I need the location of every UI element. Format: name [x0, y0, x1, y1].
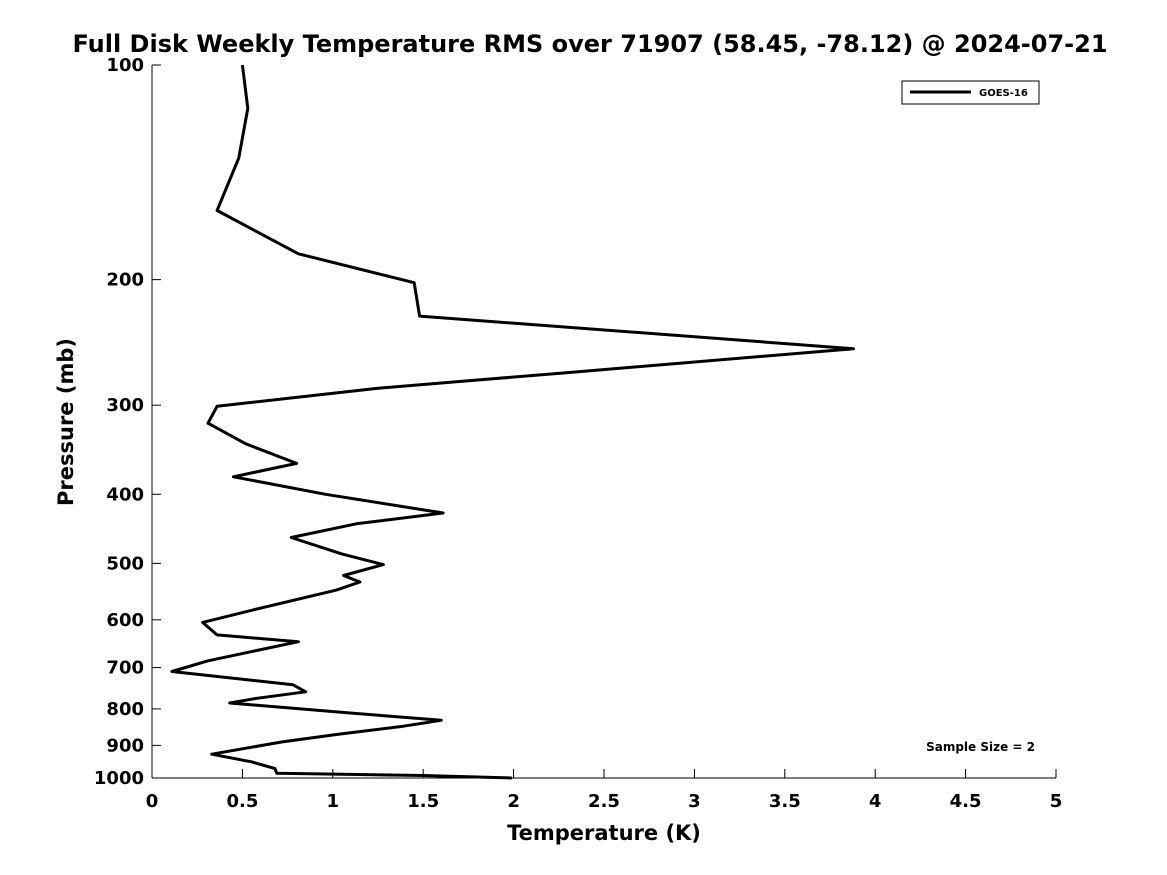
- y-tick-label: 200: [106, 270, 144, 291]
- x-tick-label: 0.5: [226, 791, 258, 812]
- y-tick-label: 800: [106, 699, 144, 720]
- x-tick-label: 2.5: [588, 791, 620, 812]
- chart-title: Full Disk Weekly Temperature RMS over 71…: [72, 30, 1107, 58]
- legend-label-goes-16: GOES-16: [979, 88, 1028, 99]
- y-tick-label: 300: [106, 395, 144, 416]
- legend: GOES-16: [901, 80, 1040, 105]
- y-axis-label: Pressure (mb): [54, 338, 78, 506]
- x-tick-label: 3.5: [769, 791, 801, 812]
- y-axis-ticks: 100 200 300 400 500 600 700 800 900 1000: [94, 55, 161, 789]
- x-axis-label: Temperature (K): [507, 821, 701, 845]
- x-tick-label: 3: [688, 791, 701, 812]
- x-tick-label: 1: [327, 791, 340, 812]
- x-tick-label: 2: [507, 791, 520, 812]
- y-tick-label: 600: [106, 610, 144, 631]
- y-tick-label: 400: [106, 484, 144, 505]
- axes-frame: [151, 65, 1056, 779]
- x-tick-label: 1.5: [407, 791, 439, 812]
- x-tick-label: 5: [1050, 791, 1063, 812]
- x-tick-label: 4.5: [950, 791, 982, 812]
- x-axis-ticks: 0 0.5 1 1.5 2 2.5 3 3.5 4 4.5 5: [146, 769, 1063, 812]
- y-tick-label: 1000: [94, 768, 144, 789]
- y-tick-label: 500: [106, 553, 144, 574]
- series-layer: [170, 64, 855, 780]
- y-tick-label: 900: [106, 735, 144, 756]
- x-tick-label: 4: [869, 791, 882, 812]
- y-tick-label: 700: [106, 658, 144, 679]
- y-tick-label: 100: [106, 55, 144, 76]
- x-tick-label: 0: [146, 791, 159, 812]
- sample-size-annotation: Sample Size = 2: [926, 740, 1035, 754]
- series-line-goes-16: [170, 64, 855, 780]
